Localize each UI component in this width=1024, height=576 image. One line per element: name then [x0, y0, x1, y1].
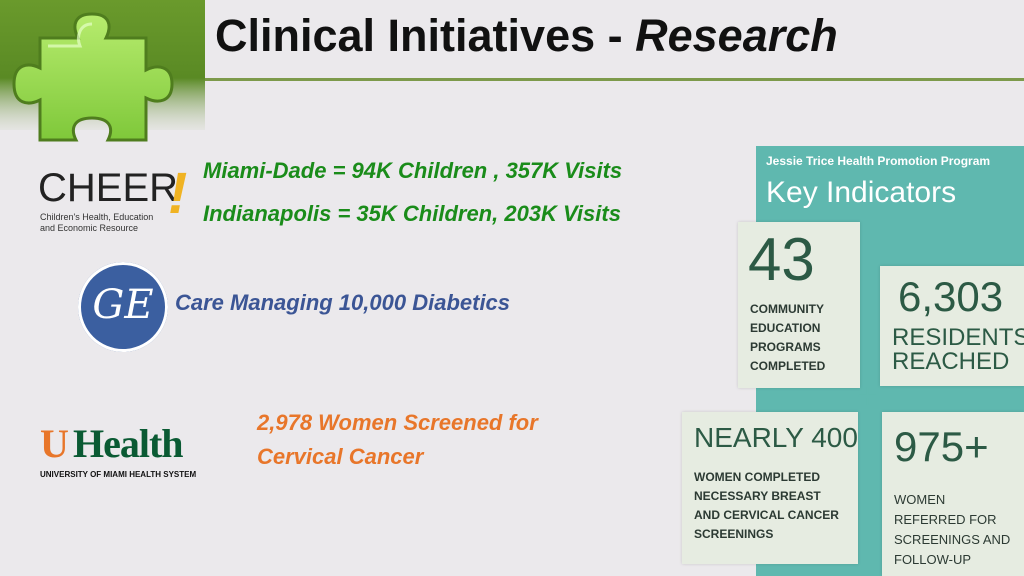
uhealth-logo-subtitle: UNIVERSITY OF MIAMI HEALTH SYSTEM: [40, 470, 197, 479]
indicator-caption: RESIDENTS REACHED: [892, 324, 1024, 375]
page-title: Clinical Initiatives - Research: [215, 10, 838, 61]
cheer-stat-miami: Miami-Dade = 94K Children , 357K Visits: [203, 158, 623, 183]
uhealth-stat-line1: 2,978 Women Screened for: [257, 410, 538, 435]
panel-title: Key Indicators: [766, 176, 957, 209]
ge-logo: GE: [78, 262, 168, 352]
uhealth-logo-word: Health: [73, 421, 184, 466]
cheer-stat-indianapolis: Indianapolis = 35K Children, 203K Visits: [203, 201, 621, 226]
title-divider: [205, 78, 1024, 81]
indicator-card-residents: 6,303 RESIDENTS REACHED: [880, 266, 1024, 386]
uhealth-logo: U Health UNIVERSITY OF MIAMI HEALTH SYST…: [40, 418, 235, 488]
cheer-logo-mark: !: [168, 161, 188, 226]
panel-program-name: Jessie Trice Health Promotion Program: [766, 154, 991, 168]
plus-icon: +: [857, 375, 879, 416]
indicator-card-screenings: NEARLY 400 WOMEN COMPLETED NECESSARY BRE…: [682, 412, 858, 564]
cheer-logo-subtitle: Children's Health, Education and Economi…: [40, 212, 154, 233]
uhealth-stat-line2: Cervical Cancer: [257, 444, 424, 469]
indicator-card-referrals: 975+ WOMEN REFERRED FOR SCREENINGS AND F…: [882, 412, 1024, 576]
indicator-caption: WOMEN COMPLETED NECESSARY BREAST AND CER…: [694, 470, 839, 541]
indicator-value: 975+: [894, 423, 989, 470]
indicator-caption: COMMUNITY EDUCATION PROGRAMS COMPLETED: [750, 302, 826, 373]
ge-logo-text: GE: [92, 282, 154, 328]
indicator-value: 43: [748, 226, 815, 293]
puzzle-piece-icon: [12, 12, 174, 142]
indicator-value: NEARLY 400: [694, 422, 858, 453]
cheer-logo-word: CHEER: [38, 166, 179, 210]
indicator-caption: WOMEN REFERRED FOR SCREENINGS AND FOLLOW…: [894, 492, 1011, 567]
indicator-value: 6,303: [898, 273, 1004, 320]
indicator-card-programs: 43 COMMUNITY EDUCATION PROGRAMS COMPLETE…: [738, 222, 860, 388]
ge-stat: Care Managing 10,000 Diabetics: [175, 290, 511, 315]
uhealth-logo-u-mark: U: [40, 421, 69, 466]
cheer-logo: CHEER Children's Health, Education and E…: [38, 160, 200, 240]
